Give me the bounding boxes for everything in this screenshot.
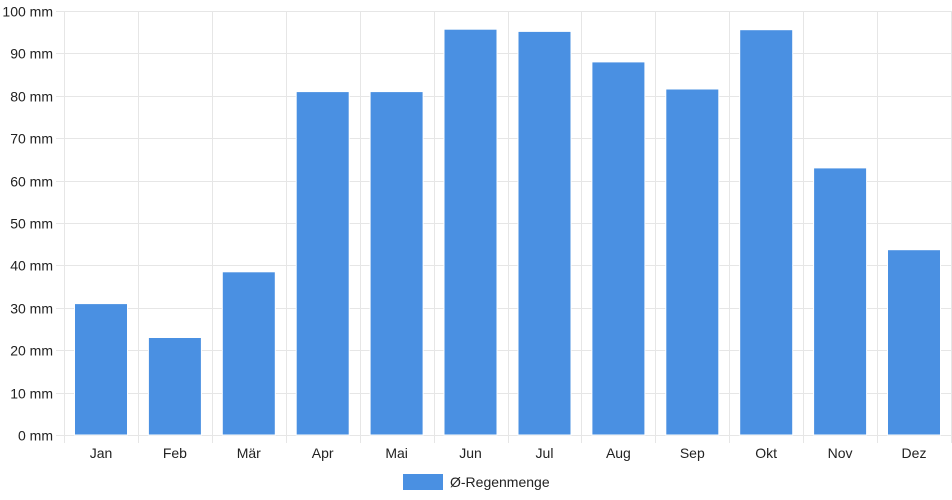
- y-tick-label: 50 mm: [10, 216, 53, 232]
- y-tick-label: 80 mm: [10, 89, 53, 105]
- y-tick-label: 20 mm: [10, 343, 53, 359]
- bar-okt[interactable]: [739, 29, 794, 436]
- bar-nov[interactable]: [813, 167, 868, 436]
- x-axis-labels: Jan Feb Mär Apr Mai Jun Jul Aug Sep Okt Nov Dez: [90, 445, 927, 461]
- y-tick-label: 40 mm: [10, 258, 53, 274]
- x-tick-label: Apr: [312, 445, 334, 461]
- y-tick-label: 70 mm: [10, 131, 53, 147]
- bar-mär[interactable]: [221, 271, 276, 436]
- x-tick-label: Mai: [385, 445, 408, 461]
- legend[interactable]: Ø-Regenmenge: [403, 474, 550, 490]
- bar-jun[interactable]: [443, 28, 498, 436]
- y-tick-label: 100 mm: [2, 4, 53, 20]
- x-tick-label: Nov: [828, 445, 853, 461]
- y-tick-label: 60 mm: [10, 174, 53, 190]
- legend-swatch[interactable]: [403, 474, 443, 490]
- bar-apr[interactable]: [295, 91, 350, 436]
- x-tick-label: Aug: [606, 445, 631, 461]
- y-tick-label: 10 mm: [10, 386, 53, 402]
- bar-sep[interactable]: [665, 88, 720, 436]
- bar-feb[interactable]: [147, 337, 202, 436]
- y-axis-labels: 0 mm 10 mm 20 mm 30 mm 40 mm 50 mm 60 mm 70 mm 8…: [2, 4, 53, 444]
- y-tick-label: 0 mm: [18, 428, 53, 444]
- legend-label[interactable]: Ø-Regenmenge: [450, 474, 550, 490]
- x-tick-label: Jun: [459, 445, 482, 461]
- x-tick-label: Jan: [90, 445, 113, 461]
- x-tick-label: Feb: [163, 445, 187, 461]
- bar-mai[interactable]: [369, 91, 424, 436]
- bar-aug[interactable]: [591, 61, 646, 436]
- bar-jan[interactable]: [74, 303, 128, 436]
- bar-jul[interactable]: [517, 30, 572, 436]
- grid-layer: [56, 11, 952, 443]
- x-tick-label: Jul: [536, 445, 554, 461]
- bar-dez[interactable]: [887, 249, 941, 436]
- x-tick-label: Mär: [237, 445, 261, 461]
- bars-layer: [74, 28, 941, 436]
- x-tick-label: Dez: [902, 445, 927, 461]
- x-tick-label: Sep: [680, 445, 705, 461]
- y-tick-label: 30 mm: [10, 301, 53, 317]
- y-tick-label: 90 mm: [10, 46, 53, 62]
- x-tick-label: Okt: [755, 445, 777, 461]
